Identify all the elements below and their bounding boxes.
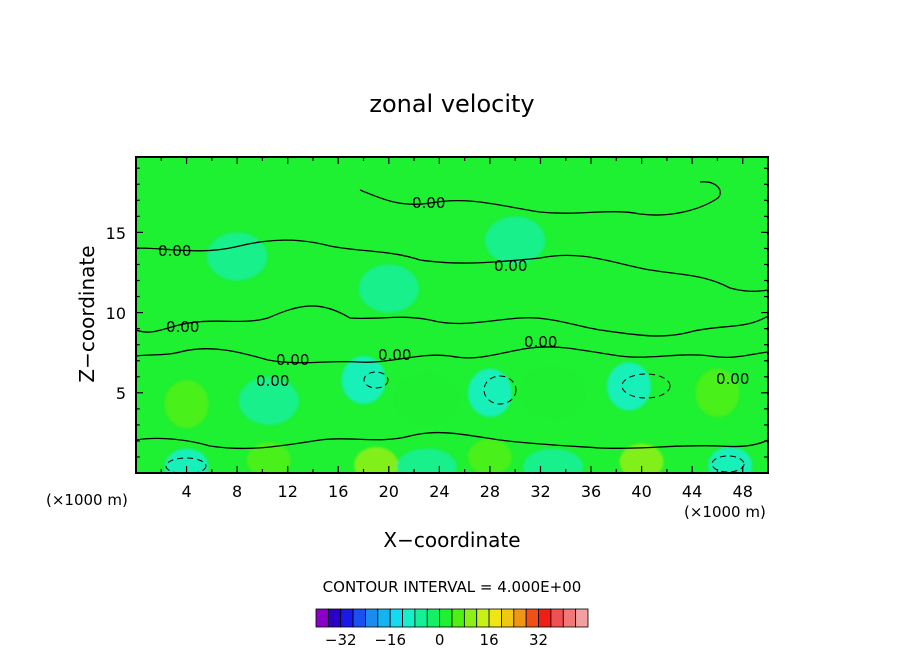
contour-label: 0.00 bbox=[716, 370, 749, 388]
contour-label: 0.00 bbox=[494, 257, 527, 275]
contour-interval-text: CONTOUR INTERVAL = 4.000E+00 bbox=[323, 578, 582, 596]
x-tick-label: 16 bbox=[328, 482, 348, 501]
velocity-blob bbox=[708, 446, 753, 473]
contour-label: 0.00 bbox=[166, 318, 199, 336]
x-tick-label: 28 bbox=[480, 482, 500, 501]
colorbar-swatch bbox=[451, 608, 465, 628]
contour-label: 0.00 bbox=[256, 372, 289, 390]
y-tick-label: 15 bbox=[106, 224, 126, 243]
colorbar-tick-label: 32 bbox=[529, 631, 548, 649]
colorbar-swatch bbox=[488, 608, 502, 628]
colorbar-swatch bbox=[402, 608, 416, 628]
velocity-blob bbox=[207, 232, 268, 281]
y-tick-label: 10 bbox=[106, 304, 126, 323]
velocity-blob-layer bbox=[164, 216, 753, 473]
x-tick-label: 36 bbox=[581, 482, 601, 501]
x-axis-label: X−coordinate bbox=[383, 528, 520, 552]
negative-contour-4 bbox=[165, 457, 207, 473]
colorbar-swatch bbox=[550, 608, 564, 628]
contour-label: 0.00 bbox=[524, 333, 557, 351]
dashed-contours bbox=[165, 371, 745, 473]
velocity-blob bbox=[695, 368, 740, 417]
colorbar-swatch bbox=[365, 608, 379, 628]
contour-line-mid bbox=[136, 305, 768, 337]
x-tick-label: 4 bbox=[182, 482, 192, 501]
colorbar-tick-label: 16 bbox=[480, 631, 499, 649]
negative-contour-2 bbox=[483, 375, 517, 405]
velocity-blob bbox=[354, 446, 399, 473]
colorbar-swatch bbox=[463, 608, 478, 628]
velocity-blob bbox=[467, 368, 512, 417]
negative-contour-5 bbox=[711, 455, 745, 473]
velocity-blob bbox=[485, 216, 546, 265]
colorbar bbox=[315, 608, 589, 628]
colorbar-swatch bbox=[538, 608, 552, 628]
x-tick-label: 44 bbox=[682, 482, 702, 501]
x-tick-label: 48 bbox=[733, 482, 753, 501]
velocity-blob bbox=[523, 368, 584, 417]
colorbar-swatch bbox=[327, 608, 342, 628]
colorbar-swatch bbox=[525, 608, 539, 628]
velocity-blob bbox=[358, 264, 419, 313]
axis-ticks bbox=[136, 157, 769, 473]
colorbar-swatch bbox=[439, 608, 453, 628]
velocity-blob bbox=[619, 443, 664, 473]
colorbar-swatch bbox=[389, 608, 403, 628]
x-tick-label: 24 bbox=[429, 482, 449, 501]
velocity-blob bbox=[396, 448, 457, 473]
plot-frame bbox=[135, 156, 769, 474]
colorbar-swatch bbox=[575, 608, 589, 628]
x-tick-label: 40 bbox=[631, 482, 651, 501]
x-unit-label-left: (×1000 m) bbox=[46, 491, 128, 509]
x-tick-label: 20 bbox=[379, 482, 399, 501]
contour-line-lower bbox=[136, 346, 768, 364]
velocity-blob bbox=[246, 442, 291, 473]
negative-contour-3 bbox=[621, 373, 671, 399]
y-tick-labels: 5 10 15 bbox=[106, 224, 126, 403]
contour-labels: 0.00 0.00 0.00 0.00 0.00 0.00 0.00 0.00 … bbox=[158, 194, 749, 390]
contour-line-upper bbox=[136, 239, 768, 292]
contour-plot-area bbox=[136, 157, 768, 473]
x-tick-label: 8 bbox=[232, 482, 242, 501]
colorbar-swatch bbox=[562, 608, 577, 628]
contour-label: 0.00 bbox=[276, 351, 309, 369]
colorbar-tick-label: −16 bbox=[374, 631, 406, 649]
x-unit-label-right: (×1000 m) bbox=[684, 503, 766, 521]
colorbar-swatch bbox=[414, 608, 428, 628]
y-tick-label: 5 bbox=[116, 384, 126, 403]
colorbar-swatch bbox=[352, 608, 366, 628]
x-tick-labels: 4 8 12 16 20 24 28 32 36 40 44 48 bbox=[182, 482, 753, 501]
colorbar-swatch bbox=[476, 608, 490, 628]
colorbar-tick-label: −32 bbox=[325, 631, 357, 649]
x-tick-label: 32 bbox=[530, 482, 550, 501]
contour-lines bbox=[136, 181, 768, 450]
velocity-blob bbox=[523, 448, 584, 473]
contour-label: 0.00 bbox=[158, 242, 191, 260]
velocity-blob bbox=[467, 438, 512, 473]
colorbar-swatch bbox=[426, 608, 441, 628]
colorbar-tick-labels: −32 −16 0 16 32 bbox=[325, 631, 548, 649]
plot-background-fill bbox=[136, 157, 768, 473]
contour-line-top bbox=[359, 181, 721, 216]
colorbar-swatch bbox=[513, 608, 527, 628]
velocity-blob bbox=[164, 380, 209, 429]
velocity-blob bbox=[396, 375, 457, 424]
colorbar-tick-label: 0 bbox=[435, 631, 445, 649]
y-axis-label: Z−coordinate bbox=[75, 245, 99, 382]
colorbar-swatch bbox=[315, 608, 329, 628]
velocity-blob bbox=[606, 362, 651, 411]
chart-title: zonal velocity bbox=[369, 90, 534, 118]
colorbar-swatch bbox=[501, 608, 515, 628]
contour-label: 0.00 bbox=[412, 194, 445, 212]
colorbar-swatch bbox=[377, 608, 391, 628]
x-tick-label: 12 bbox=[278, 482, 298, 501]
contour-label: 0.00 bbox=[378, 346, 411, 364]
colorbar-swatch bbox=[340, 608, 354, 628]
contour-line-near-surface bbox=[136, 431, 768, 450]
velocity-blob bbox=[164, 448, 209, 473]
negative-contour-1 bbox=[363, 371, 389, 389]
velocity-blob bbox=[238, 376, 299, 425]
